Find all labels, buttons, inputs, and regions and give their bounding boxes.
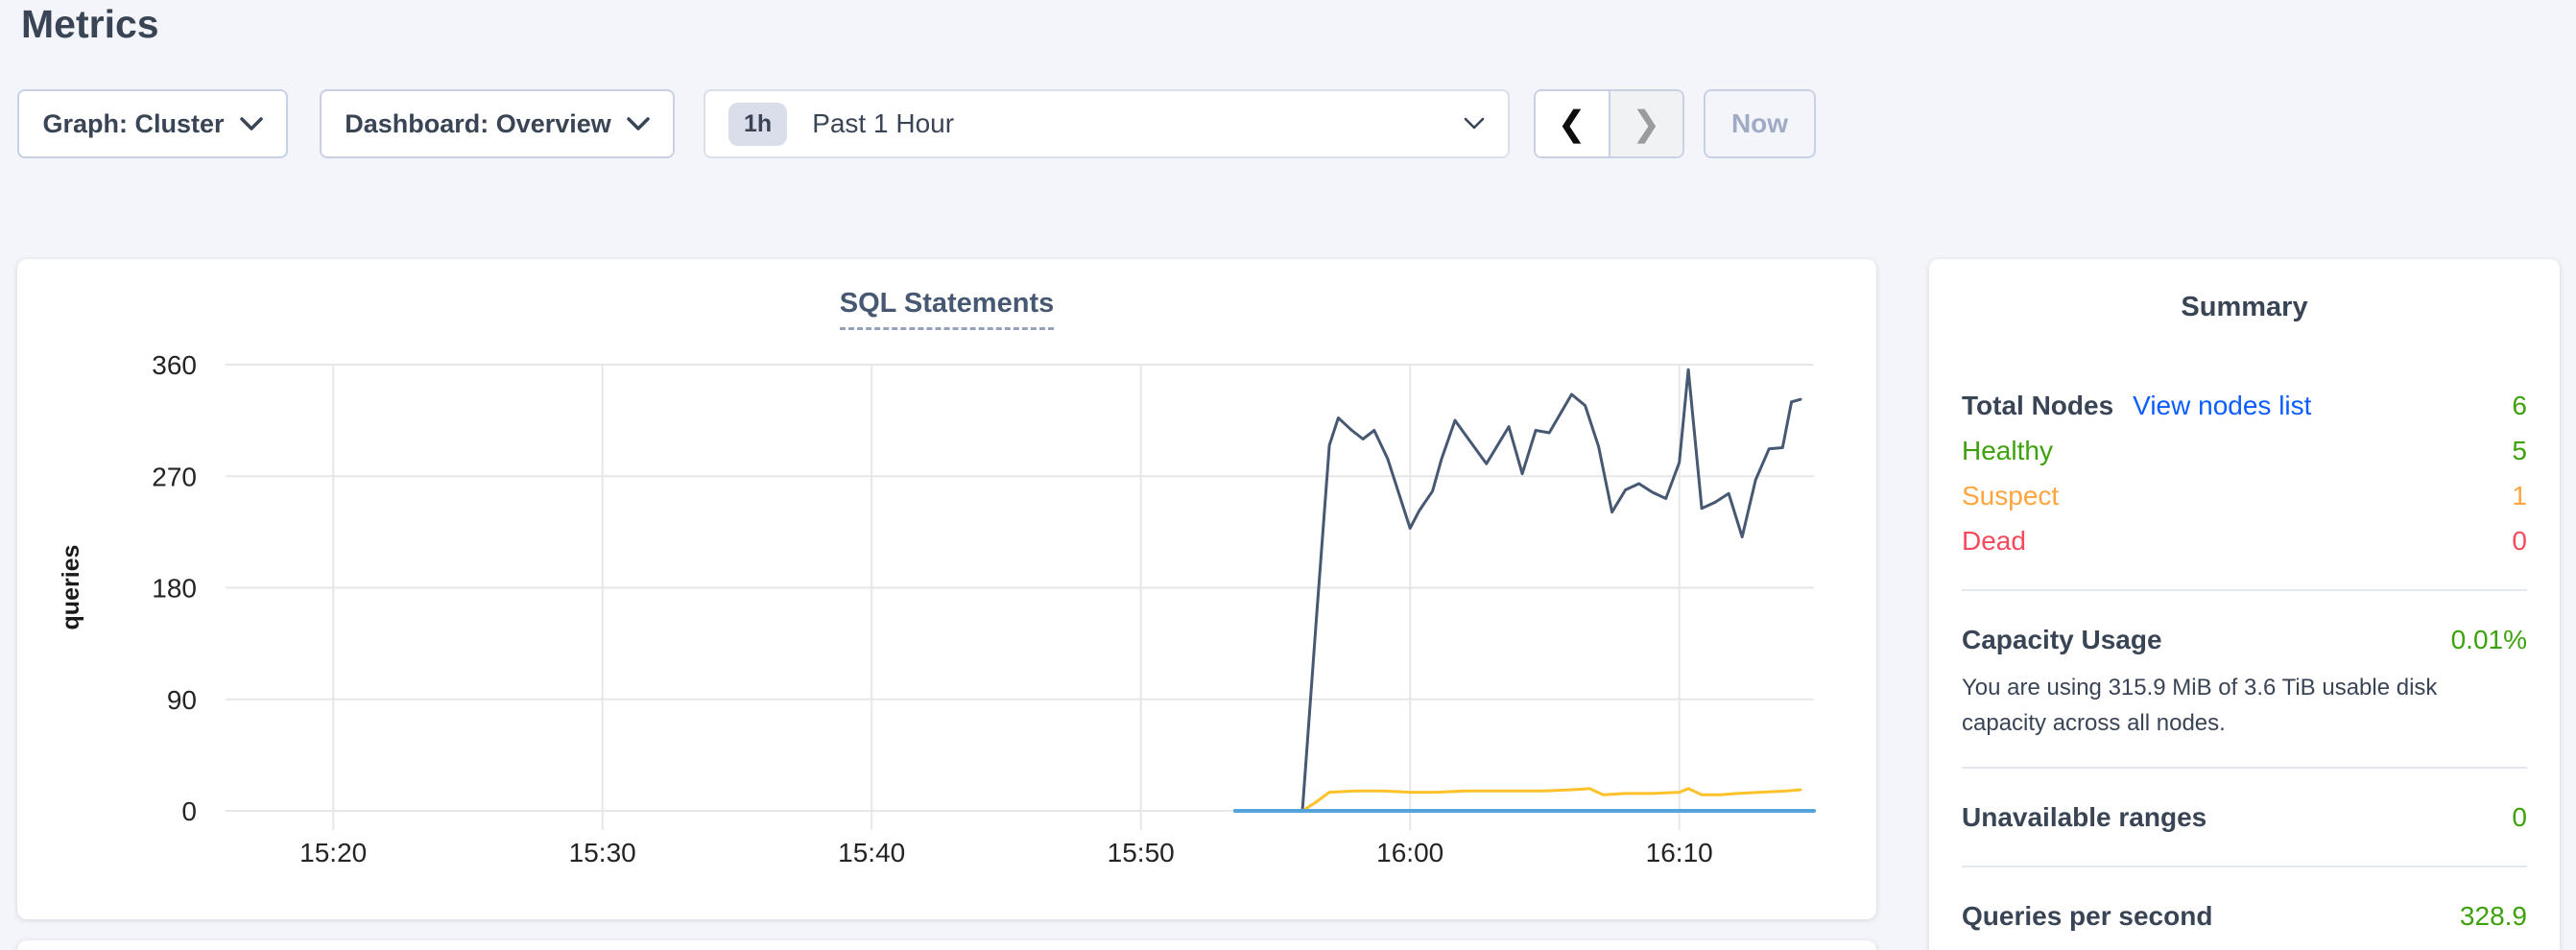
dashboard-dropdown-label: Dashboard: Overview [345, 108, 611, 138]
suspect-value: 1 [2512, 481, 2527, 511]
next-chart-card-partial [17, 940, 1876, 950]
queries-per-second-row: Queries per second 328.9 [1962, 893, 2527, 938]
total-nodes-label: Total Nodes [1962, 391, 2114, 420]
capacity-usage-value: 0.01% [2450, 625, 2527, 654]
chevron-left-icon: ❮ [1557, 104, 1586, 143]
time-range-badge: 1h [728, 102, 788, 146]
suspect-label: Suspect [1962, 481, 2060, 511]
unavailable-ranges-row: Unavailable ranges 0 [1962, 795, 2527, 840]
svg-text:360: 360 [152, 350, 197, 380]
view-nodes-list-link[interactable]: View nodes list [2133, 391, 2312, 420]
total-nodes-value: 6 [2512, 391, 2527, 420]
queries-per-second-value: 328.9 [2459, 901, 2527, 931]
dead-nodes-row: Dead 0 [1962, 518, 2527, 563]
chevron-down-icon [627, 116, 650, 131]
sql-statements-chart[interactable]: 0 90 180 270 360 15:20 15:30 15:40 15:50 16:00 16:… [17, 259, 1876, 919]
summary-panel: Summary Total Nodes View nodes list 6 He… [1929, 259, 2560, 950]
next-time-window-button[interactable]: ❯ [1610, 91, 1682, 156]
svg-text:180: 180 [152, 574, 197, 604]
chevron-right-icon: ❯ [1632, 104, 1661, 143]
sql-statements-chart-card: SQL Statements 0 90 180 270 360 15:20 15:30 15:… [17, 259, 1876, 919]
unavailable-ranges-label: Unavailable ranges [1962, 802, 2207, 832]
healthy-value: 5 [2512, 436, 2527, 465]
total-nodes-row: Total Nodes View nodes list 6 [1962, 383, 2527, 428]
queries-per-second-description: Sum of Selects, Updates, Inserts, and De… [1962, 946, 2527, 950]
graph-scope-dropdown[interactable]: Graph: Cluster [17, 89, 288, 158]
chevron-down-icon [1464, 117, 1485, 131]
svg-text:16:00: 16:00 [1376, 838, 1443, 867]
suspect-nodes-row: Suspect 1 [1962, 473, 2527, 518]
svg-text:15:20: 15:20 [299, 838, 367, 867]
healthy-label: Healthy [1962, 436, 2053, 465]
metrics-toolbar: Graph: Cluster Dashboard: Overview 1h Pa… [17, 89, 1816, 158]
queries-per-second-label: Queries per second [1962, 901, 2213, 931]
divider [1962, 589, 2527, 591]
now-button[interactable]: Now [1704, 89, 1816, 158]
capacity-usage-description: You are using 315.9 MiB of 3.6 TiB usabl… [1962, 675, 2438, 736]
dashboard-dropdown[interactable]: Dashboard: Overview [320, 89, 675, 158]
page-title: Metrics [21, 2, 159, 46]
capacity-usage-row: Capacity Usage 0.01% [1962, 617, 2527, 662]
divider [1962, 866, 2527, 867]
svg-text:15:50: 15:50 [1108, 838, 1175, 867]
divider [1962, 767, 2527, 769]
unavailable-ranges-value: 0 [2512, 802, 2527, 832]
capacity-usage-label: Capacity Usage [1962, 625, 2162, 654]
chevron-down-icon [239, 116, 263, 131]
svg-text:90: 90 [167, 685, 197, 715]
svg-text:270: 270 [152, 462, 197, 491]
previous-time-window-button[interactable]: ❮ [1536, 91, 1610, 156]
time-range-picker[interactable]: 1h Past 1 Hour [704, 89, 1510, 158]
chart-title[interactable]: SQL Statements [839, 288, 1055, 330]
graph-scope-dropdown-label: Graph: Cluster [42, 108, 225, 138]
summary-title: Summary [2181, 292, 2308, 322]
svg-text:0: 0 [181, 796, 197, 826]
time-window-arrows: ❮ ❯ [1534, 89, 1684, 158]
svg-text:queries: queries [58, 545, 84, 630]
dead-label: Dead [1962, 526, 2026, 556]
svg-text:16:10: 16:10 [1646, 838, 1713, 867]
svg-text:15:40: 15:40 [838, 838, 905, 867]
dead-value: 0 [2512, 526, 2527, 556]
time-range-label: Past 1 Hour [812, 108, 955, 138]
svg-text:15:30: 15:30 [569, 838, 636, 867]
healthy-nodes-row: Healthy 5 [1962, 428, 2527, 473]
